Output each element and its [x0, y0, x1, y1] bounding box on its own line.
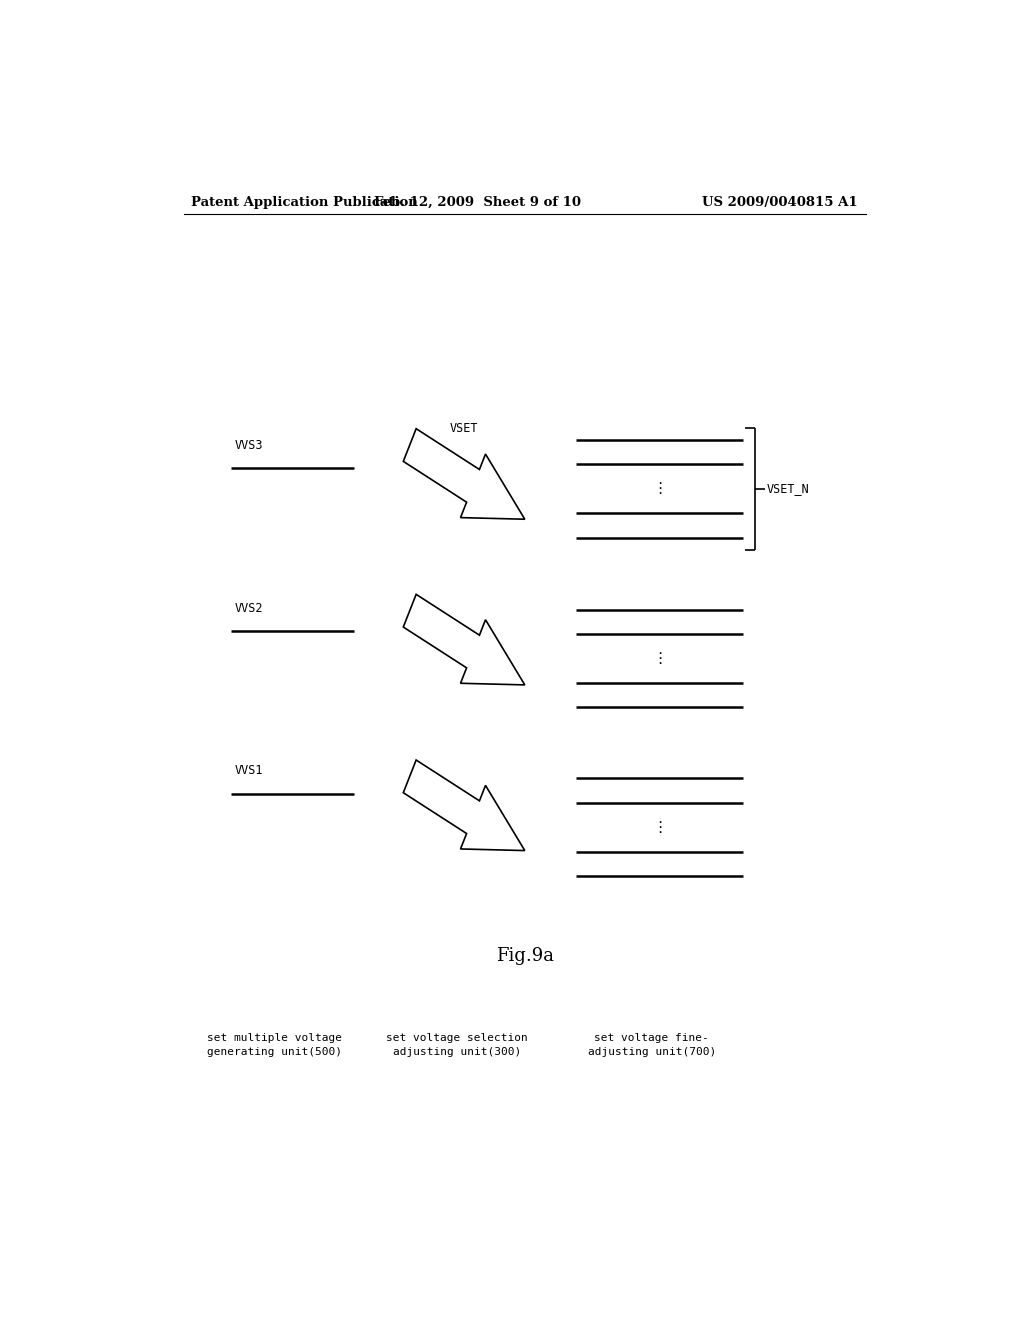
Text: US 2009/0040815 A1: US 2009/0040815 A1: [702, 195, 858, 209]
Text: VVS3: VVS3: [236, 440, 263, 453]
Text: set voltage selection
adjusting unit(300): set voltage selection adjusting unit(300…: [386, 1032, 528, 1057]
Text: ⋮: ⋮: [652, 820, 668, 834]
Text: VSET: VSET: [450, 422, 478, 434]
Text: ⋮: ⋮: [652, 482, 668, 496]
Text: VVS1: VVS1: [236, 764, 263, 777]
Text: VVS2: VVS2: [236, 602, 263, 615]
Polygon shape: [403, 760, 524, 850]
Text: set multiple voltage
generating unit(500): set multiple voltage generating unit(500…: [207, 1032, 342, 1057]
Polygon shape: [403, 429, 524, 519]
Text: Patent Application Publication: Patent Application Publication: [191, 195, 418, 209]
Text: set voltage fine-
adjusting unit(700): set voltage fine- adjusting unit(700): [588, 1032, 716, 1057]
Text: VSET_N: VSET_N: [767, 482, 810, 495]
Text: Fig.9a: Fig.9a: [496, 948, 554, 965]
Text: ⋮: ⋮: [652, 651, 668, 667]
Text: Feb. 12, 2009  Sheet 9 of 10: Feb. 12, 2009 Sheet 9 of 10: [374, 195, 581, 209]
Polygon shape: [403, 594, 524, 685]
